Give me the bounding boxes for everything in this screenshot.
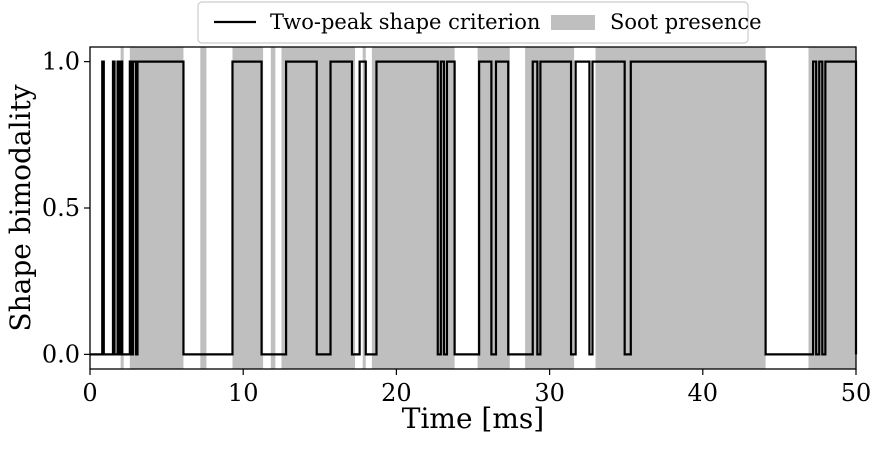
legend-patch-swatch bbox=[551, 15, 595, 30]
x-tick-label-1: 10 bbox=[228, 379, 259, 407]
soot-span-1 bbox=[129, 47, 184, 369]
x-tick-label-4: 40 bbox=[688, 379, 719, 407]
plot-frame bbox=[89, 46, 857, 370]
y-axis-title: Shape bimodality bbox=[4, 84, 37, 331]
y-tick-label-1: 0.5 bbox=[42, 194, 80, 222]
soot-span-8 bbox=[477, 47, 510, 369]
soot-span-3 bbox=[232, 47, 264, 369]
y-tick-label-0: 0.0 bbox=[42, 340, 80, 368]
legend-box bbox=[197, 1, 749, 44]
criterion-line bbox=[90, 60, 858, 356]
legend-label-criterion: Two-peak shape criterion bbox=[270, 10, 540, 34]
criterion-line-layer bbox=[90, 60, 858, 356]
soot-span-6 bbox=[362, 47, 366, 369]
soot-spans bbox=[120, 47, 856, 369]
x-axis-title: Time [ms] bbox=[402, 402, 544, 435]
axis-ticks: 0 10 20 30 40 50 0.0 0.5 1.0 bbox=[42, 48, 871, 407]
y-tick-label-2: 1.0 bbox=[42, 48, 80, 76]
soot-span-10 bbox=[595, 47, 766, 369]
x-tick-label-3: 30 bbox=[534, 379, 565, 407]
x-tick-label-0: 0 bbox=[82, 379, 97, 407]
soot-span-7 bbox=[371, 47, 455, 369]
legend: Two-peak shape criterion Soot presence bbox=[197, 1, 762, 44]
x-tick-label-5: 50 bbox=[841, 379, 872, 407]
soot-span-5 bbox=[281, 47, 356, 369]
legend-label-soot: Soot presence bbox=[610, 10, 762, 34]
x-tick-label-2: 20 bbox=[381, 379, 412, 407]
soot-span-4 bbox=[270, 47, 276, 369]
soot-span-2 bbox=[200, 47, 207, 369]
